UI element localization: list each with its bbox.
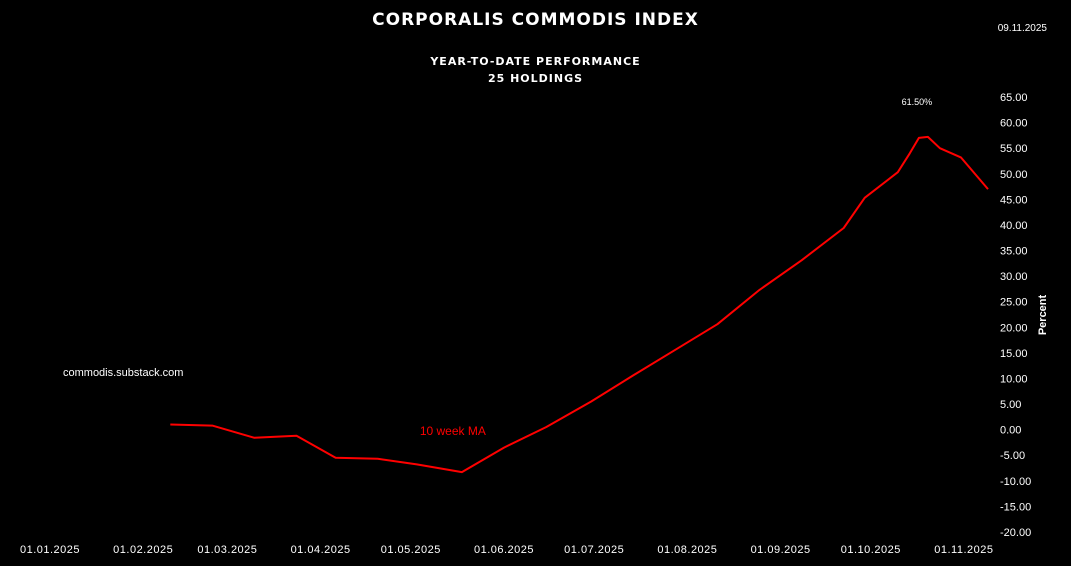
chart-subtitle-holdings: 25 HOLDINGS: [487, 72, 584, 85]
y-axis-label: Percent: [1037, 294, 1049, 335]
y-tick-label: 40.00: [1000, 220, 1028, 232]
performance-area: [50, 115, 988, 532]
y-tick-label: 15.00: [1000, 348, 1028, 360]
x-tick-label: 01.10.2025: [841, 544, 901, 556]
y-tick-label: -10.00: [1000, 476, 1031, 488]
chart-subtitle-performance: YEAR-TO-DATE PERFORMANCE: [430, 55, 641, 68]
y-tick-label: 50.00: [1000, 169, 1028, 181]
y-tick-label: 45.00: [1000, 194, 1028, 206]
y-tick-label: 25.00: [1000, 297, 1028, 309]
y-tick-label: -15.00: [1000, 501, 1031, 513]
x-tick-label: 01.03.2025: [197, 544, 257, 556]
chart-title: CORPORALIS COMMODIS INDEX: [372, 10, 699, 30]
y-tick-label: 5.00: [1000, 399, 1021, 411]
source-watermark: commodis.substack.com: [63, 367, 183, 379]
y-tick-label: 30.00: [1000, 271, 1028, 283]
y-tick-label: 0.00: [1000, 425, 1021, 437]
x-tick-label: 01.01.2025: [20, 544, 80, 556]
y-tick-label: 55.00: [1000, 143, 1028, 155]
x-tick-label: 01.11.2025: [934, 544, 993, 556]
y-tick-label: 35.00: [1000, 246, 1028, 258]
y-tick-label: 65.00: [1000, 92, 1028, 104]
y-tick-label: 10.00: [1000, 373, 1028, 385]
x-tick-label: 01.07.2025: [564, 544, 624, 556]
moving-average-line: [170, 135, 989, 474]
y-tick-label: 20.00: [1000, 322, 1028, 334]
y-tick-label: -20.00: [1000, 527, 1031, 539]
x-tick-label: 01.09.2025: [751, 544, 811, 556]
x-tick-label: 01.05.2025: [381, 544, 441, 556]
x-tick-label: 01.02.2025: [113, 544, 173, 556]
y-tick-label: 60.00: [1000, 118, 1028, 130]
date-stamp: 09.11.2025: [997, 23, 1047, 34]
moving-average-label: 10 week MA: [420, 424, 486, 438]
y-tick-label: -5.00: [1000, 450, 1025, 462]
x-tick-label: 01.08.2025: [657, 544, 717, 556]
x-tick-label: 01.06.2025: [474, 544, 534, 556]
x-tick-label: 01.04.2025: [291, 544, 351, 556]
peak-value-label: 61.50%: [902, 97, 933, 107]
